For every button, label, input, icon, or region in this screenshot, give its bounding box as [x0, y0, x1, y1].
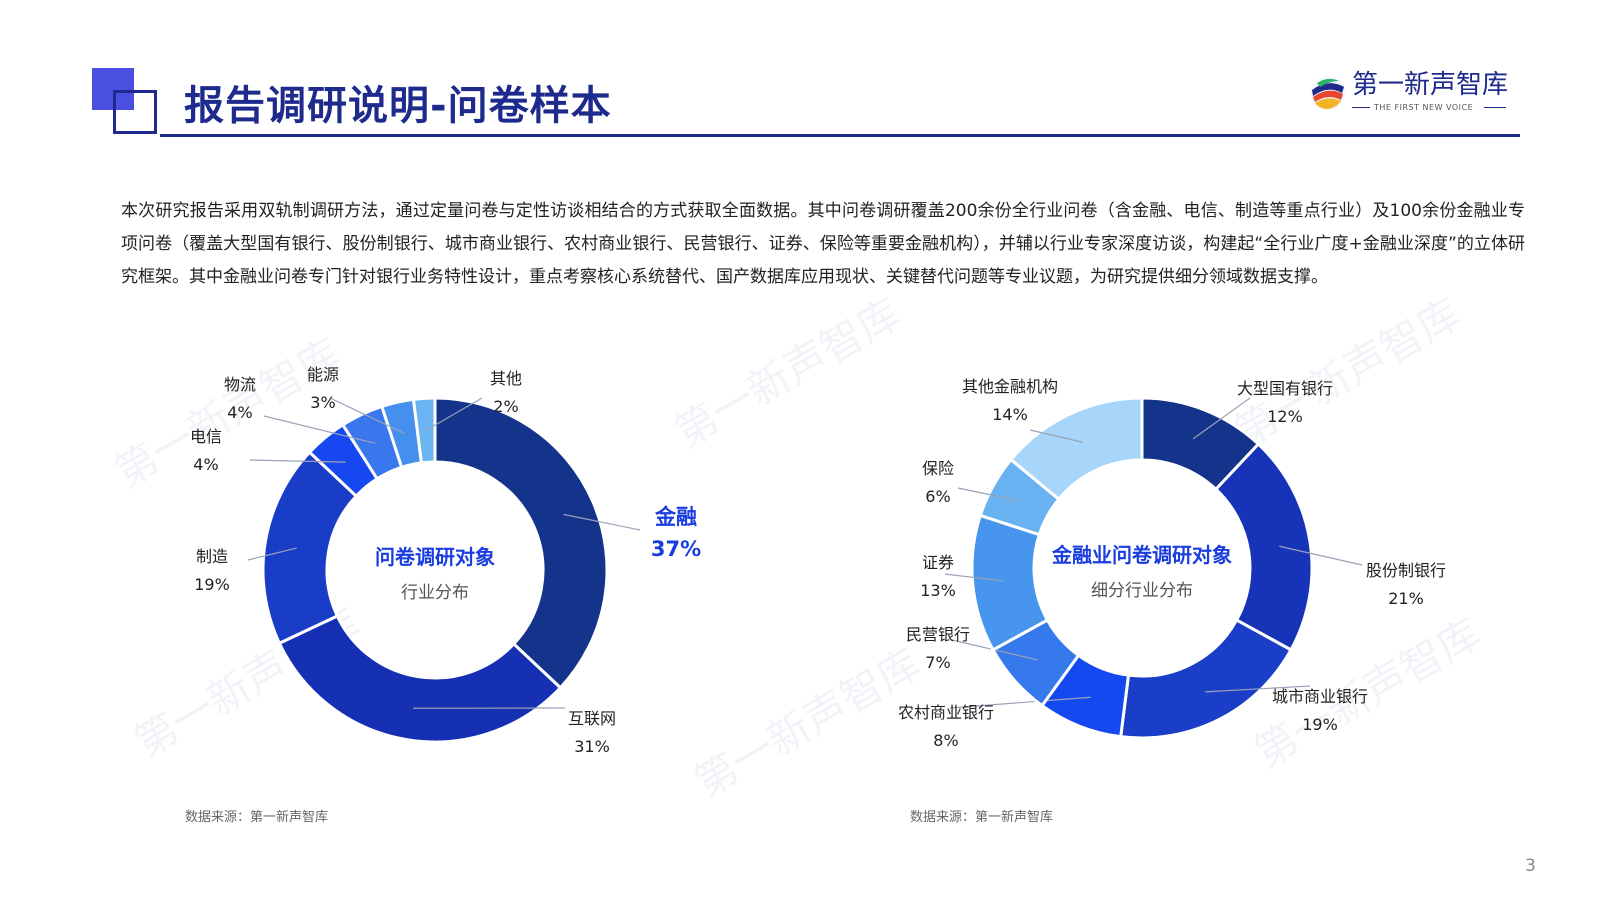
- slice-value-城市商业银行: 19%: [1302, 715, 1338, 734]
- slice-label-制造: 制造: [196, 547, 228, 566]
- leader-line-制造: [247, 547, 297, 561]
- brand-logo: 第一新声智库 THE FIRST NEW VOICE: [1308, 70, 1520, 120]
- leader-line-农村商业银行: [949, 696, 1091, 709]
- slice-label-能源: 能源: [307, 365, 339, 384]
- finance-subsector-donut: 大型国有银行 12% 股份制银行 21% 城市商业银行 19% 农村商业银行 8% 民营银行 7%…: [898, 377, 1446, 750]
- slice-label-金融: 金融: [654, 505, 697, 529]
- slice-label-农村商业银行: 农村商业银行: [898, 703, 994, 722]
- slice-label-其他: 其他: [490, 369, 522, 388]
- title-decoration-outline: [113, 90, 157, 134]
- slice-value-其他: 2%: [493, 397, 518, 416]
- slice-label-大型国有银行: 大型国有银行: [1237, 379, 1333, 398]
- slice-value-其他金融机构: 14%: [992, 405, 1028, 424]
- chart-source-right: 数据来源：第一新声智库: [910, 810, 1054, 825]
- slice-label-保险: 保险: [922, 459, 954, 478]
- slice-value-农村商业银行: 8%: [933, 731, 958, 750]
- logo-line-left: [1352, 107, 1370, 108]
- donut-center-subtitle: 细分行业分布: [1091, 581, 1193, 601]
- page-title: 报告调研说明-问卷样本: [184, 83, 612, 129]
- intro-paragraph: 本次研究报告采用双轨制调研方法，通过定量问卷与定性访谈相结合的方式获取全面数据。…: [121, 201, 1525, 287]
- leader-line-能源: [329, 397, 405, 434]
- leader-line-股份制银行: [1279, 545, 1363, 566]
- slice-label-城市商业银行: 城市商业银行: [1272, 687, 1368, 706]
- leader-line-电信: [249, 459, 346, 463]
- slice-value-金融: 37%: [651, 537, 701, 561]
- slice-label-民营银行: 民营银行: [906, 625, 970, 644]
- slice-value-互联网: 31%: [574, 737, 610, 756]
- leader-line-物流: [263, 415, 376, 444]
- leader-line-金融: [563, 513, 641, 531]
- slice-value-物流: 4%: [227, 403, 252, 422]
- slice-label-互联网: 互联网: [568, 709, 616, 728]
- slice-value-能源: 3%: [310, 393, 335, 412]
- slice-value-电信: 4%: [193, 455, 218, 474]
- slice-value-股份制银行: 21%: [1388, 589, 1424, 608]
- donut-center-title: 金融业问卷调研对象: [1051, 543, 1232, 567]
- chart-source-left: 数据来源：第一新声智库: [185, 810, 329, 825]
- donut-slice-其他金融机构: [1008, 396, 1144, 502]
- slice-label-其他金融机构: 其他金融机构: [962, 377, 1058, 396]
- donut-slice-其他: [411, 396, 437, 465]
- logo-subtitle: THE FIRST NEW VOICE: [1374, 103, 1474, 112]
- leader-line-大型国有银行: [1192, 397, 1251, 440]
- title-underline: [160, 134, 1520, 137]
- leader-line-城市商业银行: [1205, 685, 1311, 693]
- donut-center-title: 问卷调研对象: [375, 545, 495, 569]
- leader-line-其他: [425, 397, 483, 431]
- slice-value-制造: 19%: [194, 575, 230, 594]
- slice-label-证券: 证券: [922, 553, 954, 572]
- leader-line-保险: [957, 487, 1021, 502]
- donut-center-subtitle: 行业分布: [401, 583, 469, 603]
- slice-label-物流: 物流: [224, 375, 256, 394]
- slice-value-大型国有银行: 12%: [1267, 407, 1303, 426]
- slice-value-证券: 13%: [920, 581, 956, 600]
- logo-text: 第一新声智库: [1352, 70, 1509, 100]
- logo-line-right: [1484, 107, 1506, 108]
- leader-line-证券: [944, 573, 1004, 582]
- leader-line-其他金融机构: [1029, 429, 1083, 443]
- slice-value-民营银行: 7%: [925, 653, 950, 672]
- page-number: 3: [1525, 856, 1536, 876]
- slice-label-电信: 电信: [190, 427, 222, 446]
- donut-slice-城市商业银行: [1119, 617, 1294, 740]
- donut-slice-金融: [433, 396, 609, 690]
- industry-distribution-donut: 金融 37% 互联网 31% 制造 19% 电信 4% 物流 4% 能源 3% 其他 2% 问卷调研对象行业…: [190, 365, 701, 756]
- slice-value-保险: 6%: [925, 487, 950, 506]
- slice-label-股份制银行: 股份制银行: [1366, 561, 1446, 580]
- logo-globe-icon: [1311, 76, 1345, 110]
- donut-slice-互联网: [277, 613, 563, 744]
